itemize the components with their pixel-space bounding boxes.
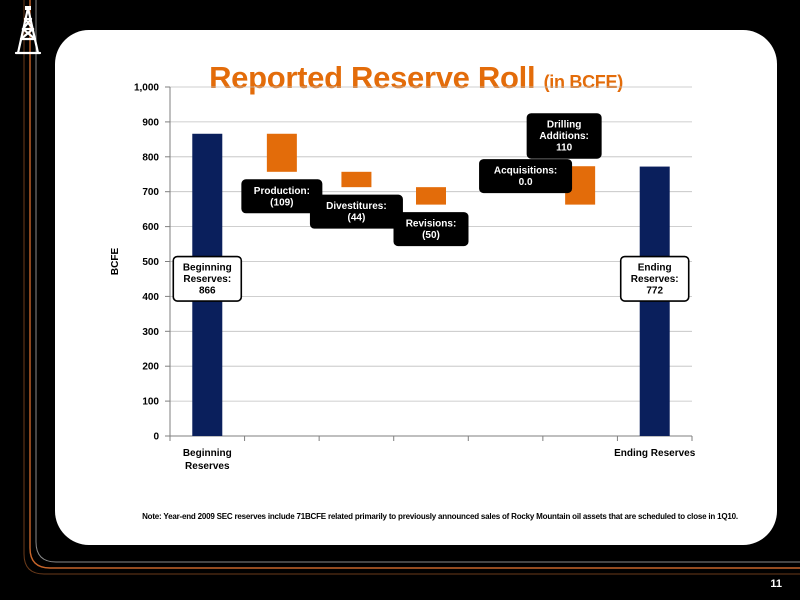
data-callout-label: Reserves: bbox=[183, 274, 231, 285]
y-tick-label: 100 bbox=[142, 397, 159, 408]
data-callout-label: Ending bbox=[638, 263, 672, 274]
y-axis-title: BCFE bbox=[110, 248, 121, 276]
data-callout-label: Divestitures: bbox=[326, 201, 387, 212]
y-tick-label: 400 bbox=[142, 292, 159, 303]
data-callout-label: (44) bbox=[348, 213, 366, 224]
y-tick-label: 700 bbox=[142, 187, 159, 198]
y-tick-label: 900 bbox=[142, 117, 159, 128]
data-callout-box bbox=[172, 255, 243, 302]
data-callout-box bbox=[309, 194, 403, 229]
data-callout-label: (50) bbox=[422, 230, 440, 241]
data-callout-label: Reserves: bbox=[631, 274, 679, 285]
data-callout-label: Production: bbox=[254, 186, 310, 197]
y-tick-label: 500 bbox=[142, 257, 159, 268]
y-tick-label: 0 bbox=[153, 432, 159, 443]
data-callout-label: 110 bbox=[556, 143, 573, 154]
y-tick-label: 300 bbox=[142, 327, 159, 338]
footnote: Note: Year-end 2009 SEC reserves include… bbox=[142, 512, 738, 521]
data-callout-label: (109) bbox=[270, 197, 293, 208]
data-callout-label: Drilling bbox=[547, 120, 581, 131]
data-callout-box bbox=[393, 212, 469, 247]
data-callout-label: Revisions: bbox=[406, 219, 457, 230]
data-callout-label: 772 bbox=[646, 286, 663, 297]
y-tick-label: 200 bbox=[142, 362, 159, 373]
reserve-roll-waterfall-chart: 0 100 200 300 400 500 600 700 800 900 1,000 BCFE Beg… bbox=[110, 83, 696, 473]
data-callout-label: Additions: bbox=[539, 131, 588, 142]
data-callout-label: 866 bbox=[199, 286, 216, 297]
data-callout-box bbox=[479, 159, 573, 194]
page-number: 11 bbox=[770, 578, 782, 590]
x-category-label: Beginning Reserves bbox=[183, 448, 232, 472]
data-callout-box bbox=[619, 255, 690, 302]
y-tick-label: 1,000 bbox=[134, 83, 159, 94]
slide-content-card: Reported Reserve Roll (in BCFE) 0 100 200 3… bbox=[55, 30, 777, 545]
data-callout-label: 0.0 bbox=[519, 177, 533, 188]
change-bar bbox=[266, 133, 297, 172]
y-tick-label: 600 bbox=[142, 222, 159, 233]
slide-title: Reported Reserve Roll (in BCFE) bbox=[55, 60, 777, 96]
change-bar bbox=[341, 171, 372, 188]
data-callout-label: Acquisitions: bbox=[494, 166, 557, 177]
change-bar bbox=[416, 187, 446, 205]
y-tick-label: 800 bbox=[142, 152, 159, 163]
x-category-label: Ending Reserves bbox=[614, 448, 696, 459]
oil-derrick-icon bbox=[14, 6, 42, 55]
data-callout-label: Beginning bbox=[183, 263, 232, 274]
data-callout-box bbox=[526, 113, 602, 159]
slide-title-main: Reported Reserve Roll bbox=[209, 60, 536, 95]
